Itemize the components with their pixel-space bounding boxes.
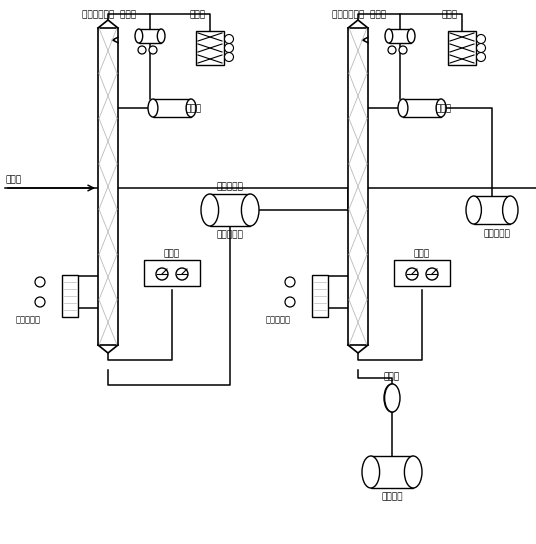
Ellipse shape <box>407 29 415 43</box>
Circle shape <box>406 268 418 280</box>
Ellipse shape <box>503 196 518 224</box>
Text: 萃取剂储罐: 萃取剂储罐 <box>217 182 243 191</box>
Text: 萃取相: 萃取相 <box>5 175 21 184</box>
Circle shape <box>399 46 407 54</box>
Bar <box>62 275 78 317</box>
Circle shape <box>138 46 146 54</box>
Ellipse shape <box>404 456 422 488</box>
Text: 返回萃取塔: 返回萃取塔 <box>217 230 243 239</box>
Text: 乙二醇储罐: 乙二醇储罐 <box>483 229 510 238</box>
Bar <box>389 29 411 43</box>
Ellipse shape <box>157 29 165 43</box>
Circle shape <box>285 277 295 287</box>
Ellipse shape <box>384 384 399 412</box>
Text: 萃取剂精馏塔  冷凝器: 萃取剂精馏塔 冷凝器 <box>82 10 136 19</box>
Ellipse shape <box>362 456 379 488</box>
Text: 冷凝器: 冷凝器 <box>442 10 458 19</box>
Bar <box>98 28 118 345</box>
Ellipse shape <box>385 384 400 412</box>
Bar <box>371 456 413 488</box>
Text: 冷却器: 冷却器 <box>384 372 400 381</box>
Ellipse shape <box>466 196 481 224</box>
Bar <box>210 194 250 226</box>
Ellipse shape <box>436 99 446 117</box>
Ellipse shape <box>241 194 259 226</box>
Circle shape <box>477 53 486 61</box>
Circle shape <box>176 268 188 280</box>
Text: 乙二醇精馏塔  冷凝器: 乙二醇精馏塔 冷凝器 <box>332 10 386 19</box>
Circle shape <box>156 268 168 280</box>
Ellipse shape <box>186 99 196 117</box>
Bar <box>153 99 191 117</box>
Circle shape <box>426 268 438 280</box>
Circle shape <box>149 46 157 54</box>
Bar <box>348 28 368 345</box>
Text: 回流泵: 回流泵 <box>164 249 180 258</box>
Circle shape <box>285 297 295 307</box>
Circle shape <box>388 46 396 54</box>
Circle shape <box>35 277 45 287</box>
Bar <box>448 31 476 65</box>
Text: 塔底再沸器: 塔底再沸器 <box>16 315 41 324</box>
Bar <box>403 99 441 117</box>
Text: 回流罐: 回流罐 <box>436 104 452 114</box>
Circle shape <box>35 297 45 307</box>
Text: 塔底再沸器: 塔底再沸器 <box>265 315 291 324</box>
Bar <box>394 260 450 286</box>
Text: 冷凝器: 冷凝器 <box>190 10 206 19</box>
Ellipse shape <box>385 29 393 43</box>
Ellipse shape <box>201 194 219 226</box>
Text: 回流泵: 回流泵 <box>414 249 430 258</box>
Bar <box>139 29 161 43</box>
Bar <box>144 260 200 286</box>
Circle shape <box>225 34 234 44</box>
Circle shape <box>477 34 486 44</box>
Ellipse shape <box>148 99 158 117</box>
Circle shape <box>225 53 234 61</box>
Bar <box>312 275 328 317</box>
Circle shape <box>477 44 486 53</box>
Bar <box>196 31 224 65</box>
Text: 塔釜储罐: 塔釜储罐 <box>381 492 403 501</box>
Bar <box>474 196 510 224</box>
Circle shape <box>225 44 234 53</box>
Text: 回流罐: 回流罐 <box>186 104 202 114</box>
Ellipse shape <box>135 29 143 43</box>
Ellipse shape <box>398 99 408 117</box>
